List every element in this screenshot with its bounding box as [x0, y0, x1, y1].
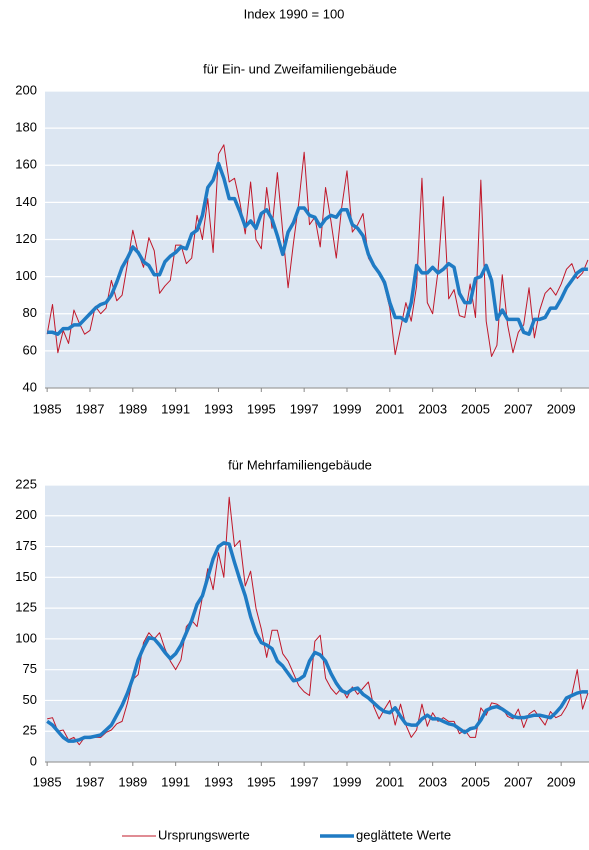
- y-tick-label: 100: [15, 268, 37, 283]
- y-tick-label: 125: [15, 600, 37, 615]
- y-tick-label: 75: [23, 661, 37, 676]
- x-tick-label: 1987: [76, 774, 105, 789]
- x-tick-label: 1993: [204, 774, 233, 789]
- x-tick-label: 2007: [504, 401, 533, 416]
- x-tick-label: 1993: [204, 401, 233, 416]
- y-tick-label: 40: [23, 379, 37, 394]
- x-tick-label: 1999: [333, 401, 362, 416]
- series-line: [47, 161, 588, 336]
- x-tick-label: 1999: [333, 774, 362, 789]
- x-tick-label: 1985: [33, 774, 62, 789]
- series-line: [46, 144, 589, 357]
- x-tick-label: 2001: [375, 774, 404, 789]
- x-tick-label: 2007: [504, 774, 533, 789]
- x-tick-label: 1985: [33, 401, 62, 416]
- x-tick-label: 1997: [290, 401, 319, 416]
- x-tick-label: 1995: [247, 774, 276, 789]
- x-tick-label: 2009: [547, 401, 576, 416]
- y-tick-label: 80: [23, 305, 37, 320]
- x-tick-label: 1991: [161, 401, 190, 416]
- series-line: [46, 541, 588, 743]
- x-tick-label: 1989: [118, 774, 147, 789]
- x-tick-label: 2005: [461, 774, 490, 789]
- y-tick-label: 180: [15, 120, 37, 135]
- y-tick-label: 25: [23, 723, 37, 738]
- y-tick-label: 0: [30, 753, 37, 768]
- y-tick-label: 160: [15, 157, 37, 172]
- x-tick-label: 2003: [418, 401, 447, 416]
- x-tick-label: 2005: [461, 401, 490, 416]
- plot-area: [45, 485, 589, 762]
- y-tick-label: 200: [15, 507, 37, 522]
- x-tick-label: 1995: [247, 401, 276, 416]
- x-tick-label: 1987: [76, 401, 105, 416]
- y-tick-label: 225: [15, 476, 37, 491]
- y-tick-label: 120: [15, 231, 37, 246]
- x-tick-label: 1991: [161, 774, 190, 789]
- x-tick-label: 1989: [118, 401, 147, 416]
- chart-title: für Mehrfamiliengebäude: [228, 457, 372, 472]
- y-tick-label: 100: [15, 630, 37, 645]
- x-tick-label: 1997: [290, 774, 319, 789]
- y-tick-label: 200: [15, 82, 37, 97]
- chart-title: für Ein- und Zweifamiliengebäude: [203, 61, 397, 76]
- legend-label: Ursprungswerte: [158, 827, 250, 842]
- y-tick-label: 150: [15, 569, 37, 584]
- x-tick-label: 2001: [375, 401, 404, 416]
- x-tick-label: 2009: [547, 774, 576, 789]
- series-line: [47, 496, 589, 746]
- y-tick-label: 140: [15, 194, 37, 209]
- legend-label: geglättete Werte: [356, 827, 451, 842]
- y-tick-label: 175: [15, 538, 37, 553]
- x-tick-label: 2003: [418, 774, 447, 789]
- y-tick-label: 60: [23, 342, 37, 357]
- y-tick-label: 50: [23, 692, 37, 707]
- page-title: Index 1990 = 100: [244, 6, 345, 21]
